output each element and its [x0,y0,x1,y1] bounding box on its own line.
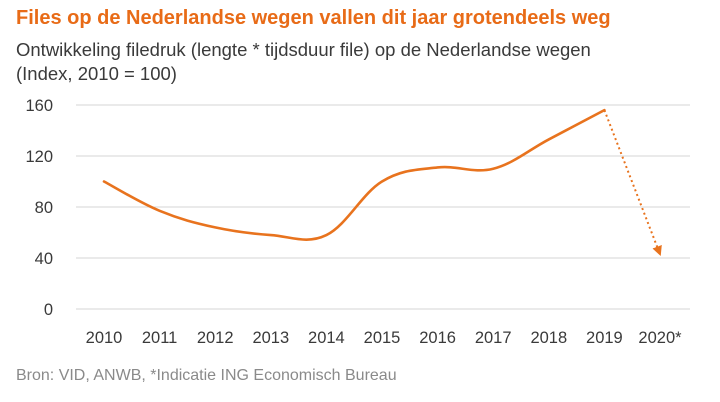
subtitle-line-1: Ontwikkeling filedruk (lengte * tijdsduu… [16,39,591,60]
x-tick-label: 2016 [419,329,456,347]
source-note: Bron: VID, ANWB, *Indicatie ING Economis… [16,367,397,384]
x-tick-label: 2011 [142,329,177,347]
chart-subtitle: Ontwikkeling filedruk (lengte * tijdsduu… [16,38,591,86]
x-tick-label: 2019 [586,329,623,347]
y-tick-label: 40 [35,250,53,268]
series-line-forecast-arrow [603,109,662,257]
x-tick-label: 2010 [86,329,123,347]
y-tick-label: 160 [25,97,53,115]
y-tick-label: 120 [25,148,53,166]
x-tick-label: 2013 [252,329,289,347]
series-line-historical [102,108,606,241]
y-tick-label: 0 [44,301,53,319]
x-tick-label: 2015 [364,329,401,347]
subtitle-line-2: (Index, 2010 = 100) [16,63,177,84]
x-tick-label: 2020* [638,329,682,347]
x-tick-label: 2012 [197,329,234,347]
chart-title: Files op de Nederlandse wegen vallen dit… [16,7,611,29]
x-tick-label: 2017 [475,329,512,347]
x-tick-label: 2014 [308,329,345,347]
x-tick-label: 2018 [530,329,567,347]
y-tick-label: 80 [35,199,53,217]
